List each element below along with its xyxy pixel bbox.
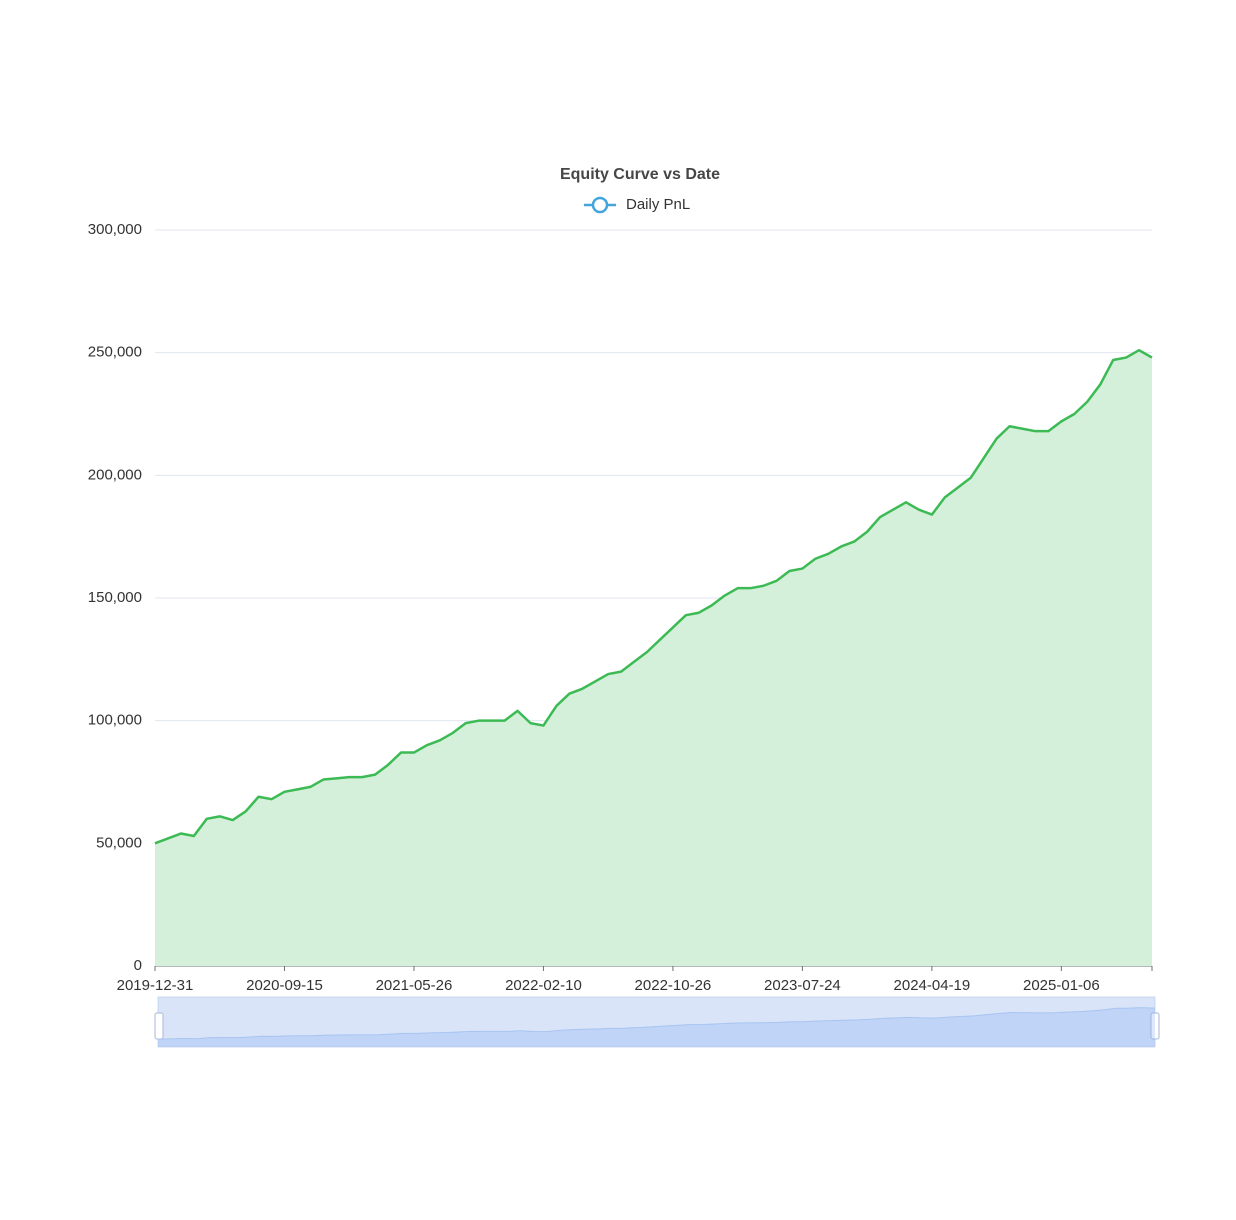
- y-tick-label: 50,000: [96, 834, 142, 851]
- legend-icon: [591, 196, 609, 214]
- legend-label: Daily PnL: [626, 196, 690, 213]
- y-tick-label: 200,000: [88, 466, 142, 483]
- x-tick-label: 2019-12-31: [117, 977, 194, 994]
- zoom-window[interactable]: [158, 997, 1155, 1047]
- x-tick-label: 2020-09-15: [246, 977, 323, 994]
- y-tick-label: 100,000: [88, 712, 142, 729]
- y-tick-label: 150,000: [88, 589, 142, 606]
- x-tick-label: 2024-04-19: [894, 977, 971, 994]
- chart-title: Equity Curve vs Date: [560, 166, 720, 183]
- line: [154, 348, 1153, 845]
- zoom-line: [157, 1007, 1156, 1040]
- y-tick-label: 250,000: [88, 344, 142, 361]
- x-tick-label: 2022-10-26: [635, 977, 712, 994]
- y-tick-label: 300,000: [88, 221, 142, 238]
- x-tick-label: 2023-07-24: [764, 977, 841, 994]
- data-zoom[interactable]: [154, 996, 1160, 1048]
- zoom-handle[interactable]: [154, 1012, 164, 1040]
- x-tick-label: 2025-01-06: [1023, 977, 1100, 994]
- x-tick-label: 2022-02-10: [505, 977, 582, 994]
- y-tick-label: 0: [134, 957, 142, 974]
- zoom-handle[interactable]: [1150, 1012, 1160, 1040]
- x-tick-label: 2021-05-26: [376, 977, 453, 994]
- zoom-track: [157, 996, 1156, 1048]
